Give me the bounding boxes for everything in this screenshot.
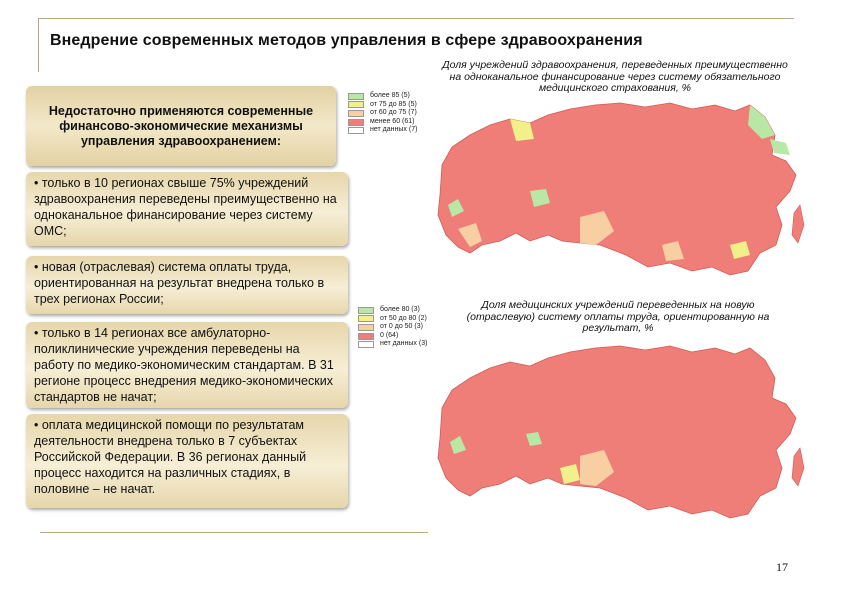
bullet-text-4: • оплата медицинской помощи по результат…	[34, 418, 307, 496]
map1-region-yellow-north	[510, 119, 534, 141]
heading-box: Недостаточно применяются современные фин…	[26, 86, 336, 166]
bottom-divider	[40, 532, 428, 533]
map1-legend-item: менее 60 (61)	[348, 118, 417, 127]
map1-legend-item: нет данных (7)	[348, 126, 417, 135]
map1-legend-item: от 75 до 85 (5)	[348, 101, 417, 110]
map2-legend-item: нет данных (3)	[358, 340, 427, 349]
legend-swatch	[358, 323, 374, 331]
map2-caption: Доля медицинских учреждений переведенных…	[466, 299, 770, 335]
legend-swatch	[348, 92, 364, 100]
map1-russia-territory	[437, 102, 797, 276]
legend-swatch	[358, 341, 374, 349]
bullet-box-1: • только в 10 регионах свыше 75% учрежде…	[26, 172, 348, 246]
map1-region-island	[791, 204, 805, 244]
map2-russia	[437, 345, 805, 519]
map2-region-green-west	[450, 436, 466, 454]
map1-region-green-west	[448, 199, 464, 217]
bullet-text-1: • только в 10 регионах свыше 75% учрежде…	[34, 176, 337, 238]
bullet-box-4: • оплата медицинской помощи по результат…	[26, 414, 348, 508]
legend-swatch	[348, 118, 364, 126]
map2-legend: более 80 (3) от 50 до 80 (2) от 0 до 50 …	[358, 306, 427, 349]
title-frame-left	[38, 18, 39, 72]
legend-swatch	[348, 109, 364, 117]
map1-region-yellow-far-east	[730, 241, 750, 259]
map1-legend: более 85 (5) от 75 до 85 (5) от 60 до 75…	[348, 92, 417, 135]
map2-region-peach-siberia	[580, 450, 614, 486]
legend-swatch	[348, 127, 364, 135]
map2-region-yellow-south	[560, 464, 580, 484]
map2-legend-item: от 0 до 50 (3)	[358, 323, 427, 332]
map1-region-peach-siberia	[580, 211, 614, 245]
map1-region-green-chukotka	[770, 139, 790, 155]
map2-region-green-ural	[526, 432, 542, 446]
slide-title: Внедрение современных методов управления…	[50, 32, 643, 49]
map2-region-island	[791, 447, 805, 487]
bullet-box-3: • только в 14 регионах все амбулаторно-п…	[26, 322, 348, 408]
map2-legend-item: от 50 до 80 (2)	[358, 315, 427, 324]
legend-swatch	[348, 101, 364, 109]
bullet-box-2: • новая (отраслевая) система оплаты труд…	[26, 256, 348, 314]
map1-region-green-east	[748, 105, 775, 139]
legend-swatch	[358, 332, 374, 340]
bullet-text-3: • только в 14 регионах все амбулаторно-п…	[34, 326, 334, 404]
map2-legend-item: более 80 (3)	[358, 306, 427, 315]
map1-region-peach-east	[662, 241, 684, 261]
map1-legend-item: от 60 до 75 (7)	[348, 109, 417, 118]
bullet-text-2: • новая (отраслевая) система оплаты труд…	[34, 260, 325, 306]
legend-swatch	[358, 306, 374, 314]
map1-russia	[437, 102, 805, 276]
map2-legend-item: 0 (64)	[358, 332, 427, 341]
map1-caption: Доля учреждений здравоохранения, перевед…	[442, 59, 788, 95]
title-frame-top	[38, 18, 794, 19]
map1-region-green-ural	[530, 189, 550, 207]
map2-russia-territory	[437, 345, 797, 519]
map1-legend-item: более 85 (5)	[348, 92, 417, 101]
page-number: 17	[776, 560, 788, 574]
map1-region-peach-south	[458, 223, 482, 247]
legend-swatch	[358, 315, 374, 323]
heading-text: Недостаточно применяются современные фин…	[48, 103, 314, 148]
